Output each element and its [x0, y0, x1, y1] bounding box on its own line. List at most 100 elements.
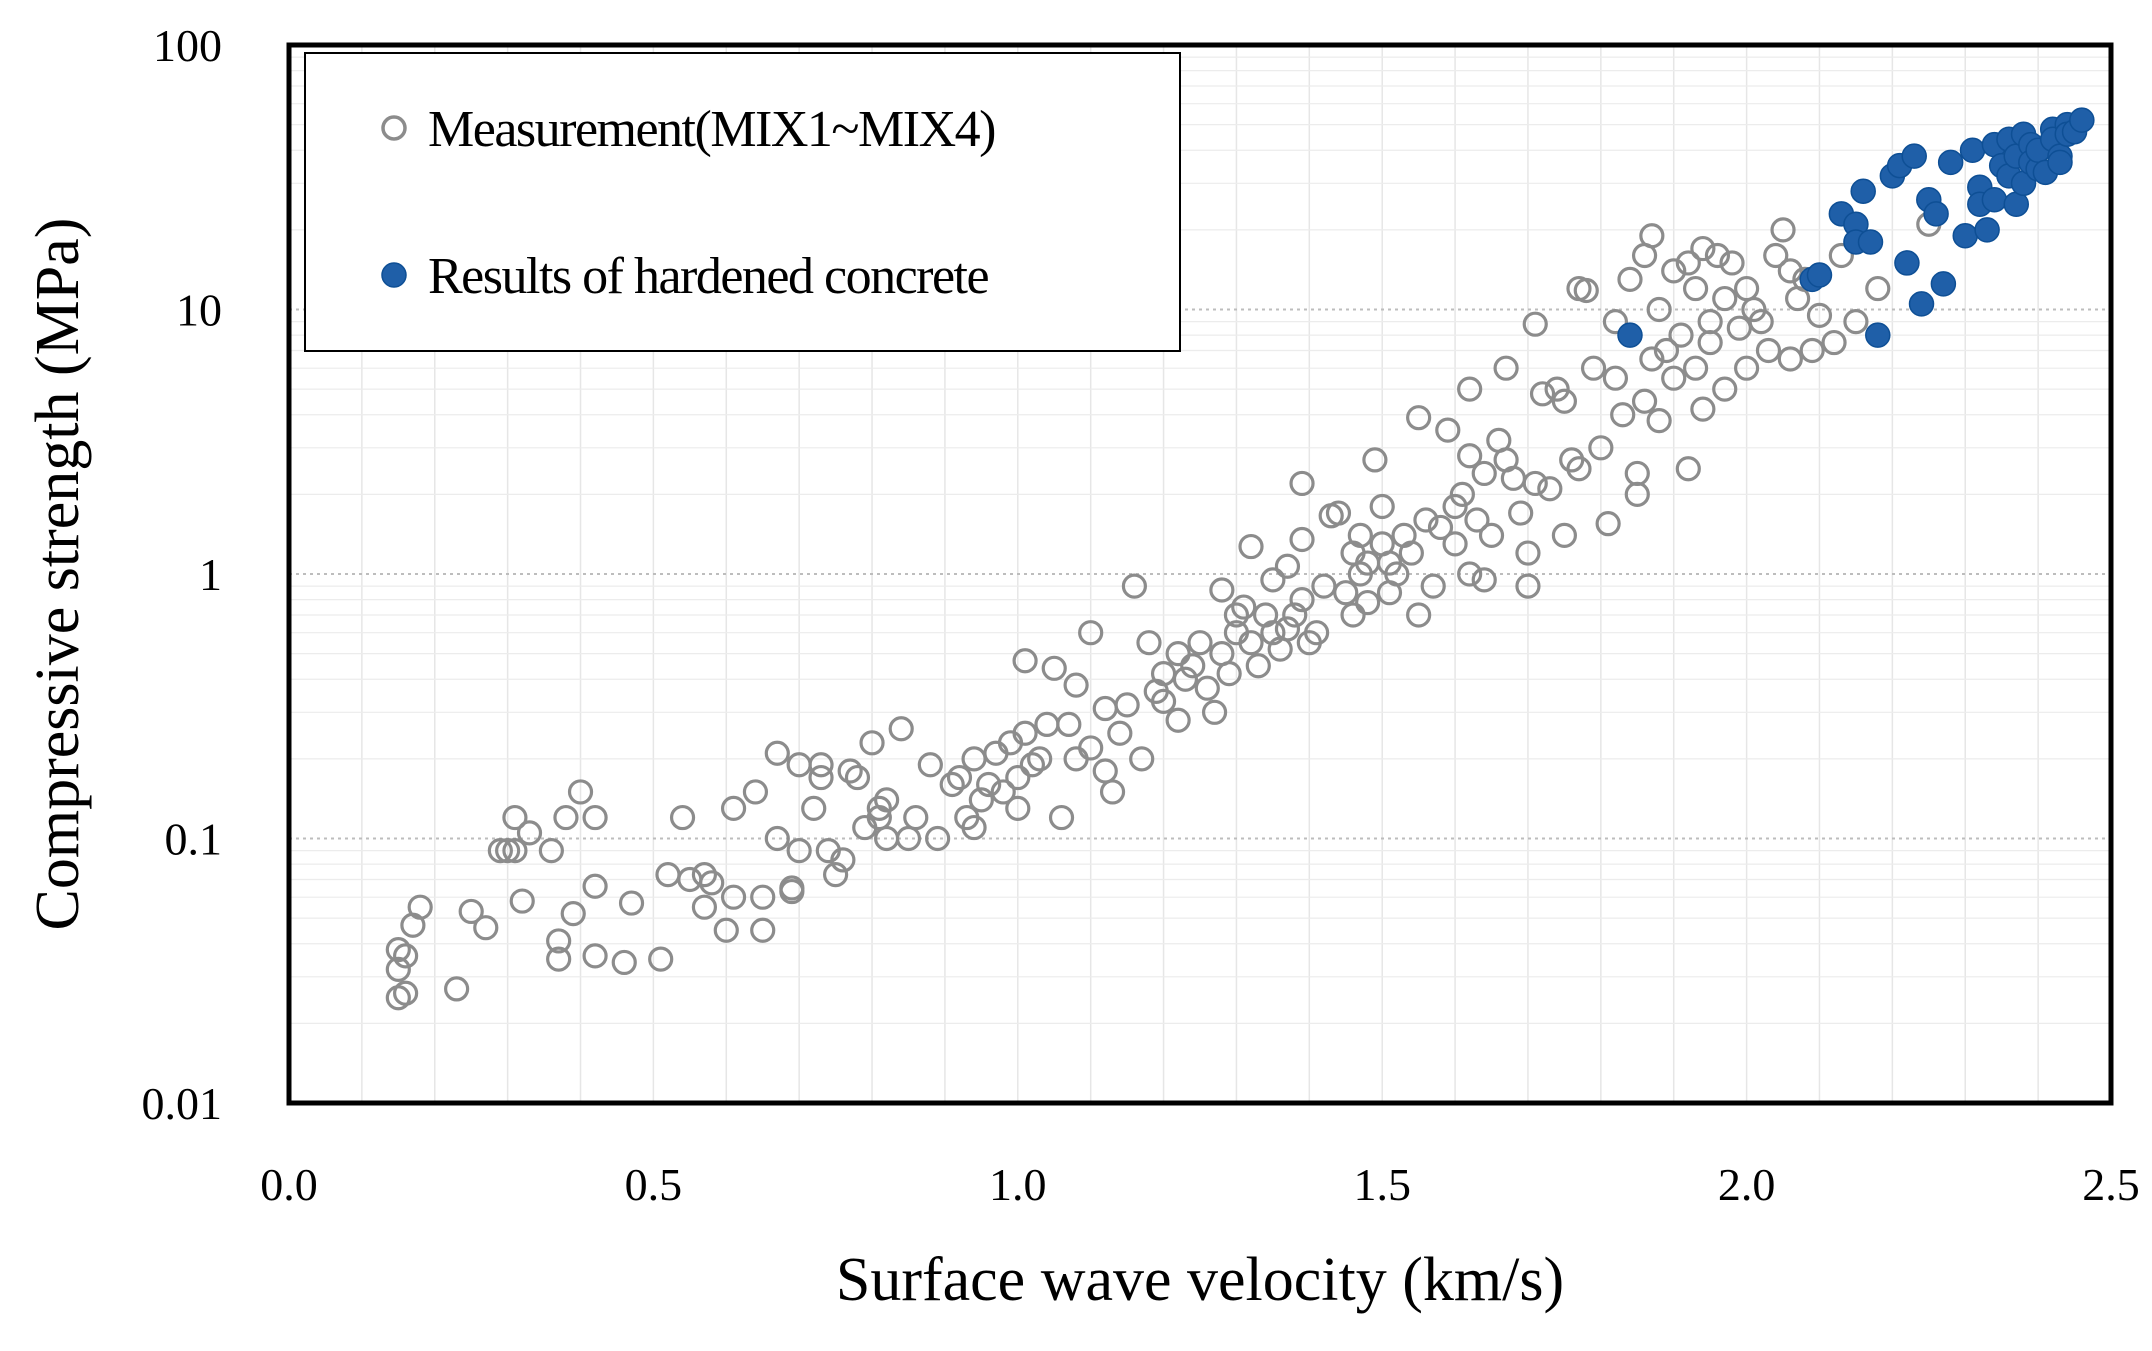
y-tick-label: 100: [153, 20, 222, 71]
measurement-point: [582, 873, 608, 899]
measurement-point: [1602, 309, 1629, 335]
measurement-point: [808, 764, 834, 791]
measurement-point: [567, 779, 594, 805]
hardened-point: [1850, 178, 1876, 204]
hardened-point: [1806, 262, 1833, 288]
measurement-point: [1121, 573, 1148, 599]
measurement-point: [903, 804, 929, 831]
measurement-point: [444, 976, 470, 1002]
measurement-point: [713, 917, 739, 943]
measurement-point: [1712, 285, 1738, 312]
measurement-point: [1675, 456, 1701, 482]
measurement-point: [1515, 573, 1541, 599]
measurement-point: [1566, 456, 1592, 482]
measurement-point: [1544, 376, 1570, 402]
measurement-point: [1733, 355, 1760, 381]
measurement-point: [502, 804, 528, 831]
measurement-point: [830, 847, 856, 873]
measurement-point: [1406, 405, 1432, 431]
measurement-point: [1726, 315, 1752, 341]
measurement-point: [1136, 630, 1162, 656]
measurement-point: [1012, 720, 1038, 746]
measurement-point: [1551, 522, 1578, 548]
measurement-point: [691, 862, 718, 888]
measurement-point: [1005, 795, 1031, 821]
measurement-point: [1078, 735, 1104, 761]
measurement-point: [1580, 355, 1607, 381]
measurement-point: [1311, 573, 1337, 599]
measurement-point: [1522, 311, 1548, 337]
measurement-point: [509, 888, 535, 914]
measurement-point: [1515, 540, 1541, 566]
measurement-point: [495, 838, 521, 864]
measurement-point: [1865, 275, 1891, 302]
measurement-point: [750, 917, 776, 943]
measurement-point: [1588, 435, 1614, 461]
measurement-point: [1245, 653, 1271, 679]
measurement-point: [1457, 376, 1483, 402]
measurement-point: [1457, 443, 1483, 469]
measurement-point: [1355, 589, 1381, 616]
measurement-point: [968, 787, 994, 813]
measurement-point: [1406, 602, 1432, 628]
measurement-point: [1529, 381, 1556, 407]
measurement-point: [407, 894, 433, 920]
measurement-point: [764, 740, 790, 766]
measurement-point: [1763, 242, 1789, 269]
hardened-point: [2069, 107, 2095, 133]
measurement-point: [1712, 376, 1738, 402]
data-points: [385, 107, 2095, 1011]
measurement-point: [516, 820, 543, 846]
measurement-point: [1194, 675, 1220, 701]
measurement-point: [1209, 577, 1235, 603]
measurement-point: [1690, 235, 1716, 262]
measurement-point: [786, 838, 812, 864]
hardened-point: [2047, 149, 2073, 176]
measurement-point: [1420, 573, 1446, 599]
measurement-point: [946, 764, 973, 791]
x-tick-label: 1.5: [1353, 1159, 1411, 1210]
measurement-point: [837, 758, 863, 784]
y-tick-label: 10: [176, 285, 222, 336]
measurement-point: [1661, 258, 1687, 284]
measurement-point: [1362, 447, 1388, 473]
measurement-point: [1442, 493, 1468, 520]
measurement-point: [888, 716, 914, 742]
measurement-point: [1770, 217, 1796, 243]
measurement-point: [1668, 322, 1694, 348]
measurement-point: [779, 878, 805, 905]
measurement-point: [1653, 337, 1680, 364]
measurement-point: [1325, 500, 1352, 526]
measurement-point: [1457, 561, 1483, 587]
hardened-point: [1959, 137, 1986, 164]
measurement-point: [1639, 223, 1665, 249]
measurement-point: [1005, 764, 1031, 791]
measurement-point: [1682, 275, 1709, 302]
measurement-point: [917, 752, 943, 778]
measurement-point: [961, 814, 987, 841]
measurement-point: [1238, 533, 1264, 560]
measurement-point: [1493, 355, 1519, 381]
legend-label-hardened: Results of hardened concrete: [428, 248, 989, 305]
measurement-point: [560, 901, 586, 927]
measurement-point: [874, 787, 900, 813]
measurement-point: [1413, 507, 1439, 533]
measurement-point: [1027, 746, 1053, 772]
hardened-point: [1908, 291, 1935, 317]
measurement-point: [1500, 465, 1526, 491]
measurement-point: [1201, 699, 1228, 725]
measurement-point: [990, 779, 1016, 805]
plot-frame: [286, 42, 2114, 1106]
legend-label-measurement: Measurement(MIX1~MIX4): [428, 101, 995, 158]
measurement-point: [1551, 388, 1578, 414]
measurement-point: [473, 915, 499, 941]
measurement-point: [1639, 346, 1665, 372]
measurement-point: [859, 730, 885, 756]
measurement-point: [699, 870, 725, 896]
x-tick-label: 1.0: [989, 1159, 1047, 1210]
legend-marker-hardened: [381, 262, 407, 288]
y-tick-label: 0.1: [165, 814, 223, 865]
measurement-point: [1063, 672, 1089, 698]
measurement-point: [720, 884, 747, 910]
